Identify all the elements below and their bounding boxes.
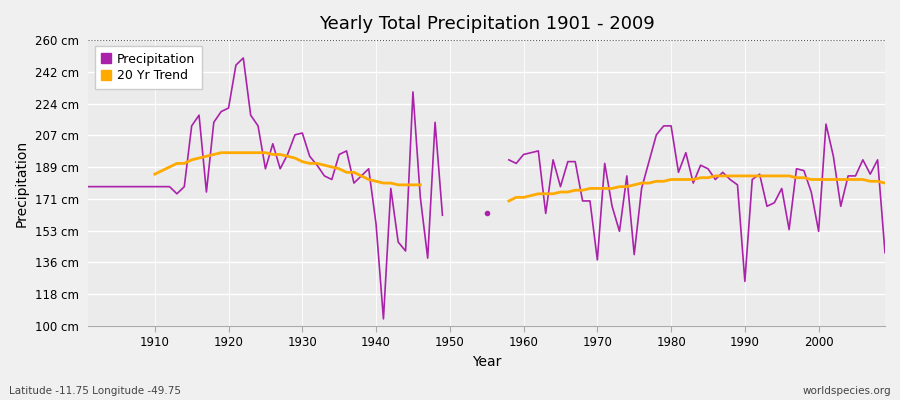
X-axis label: Year: Year [472,355,501,369]
Title: Yearly Total Precipitation 1901 - 2009: Yearly Total Precipitation 1901 - 2009 [319,15,654,33]
Text: worldspecies.org: worldspecies.org [803,386,891,396]
Legend: Precipitation, 20 Yr Trend: Precipitation, 20 Yr Trend [94,46,202,89]
Text: Latitude -11.75 Longitude -49.75: Latitude -11.75 Longitude -49.75 [9,386,181,396]
Y-axis label: Precipitation: Precipitation [15,140,29,227]
